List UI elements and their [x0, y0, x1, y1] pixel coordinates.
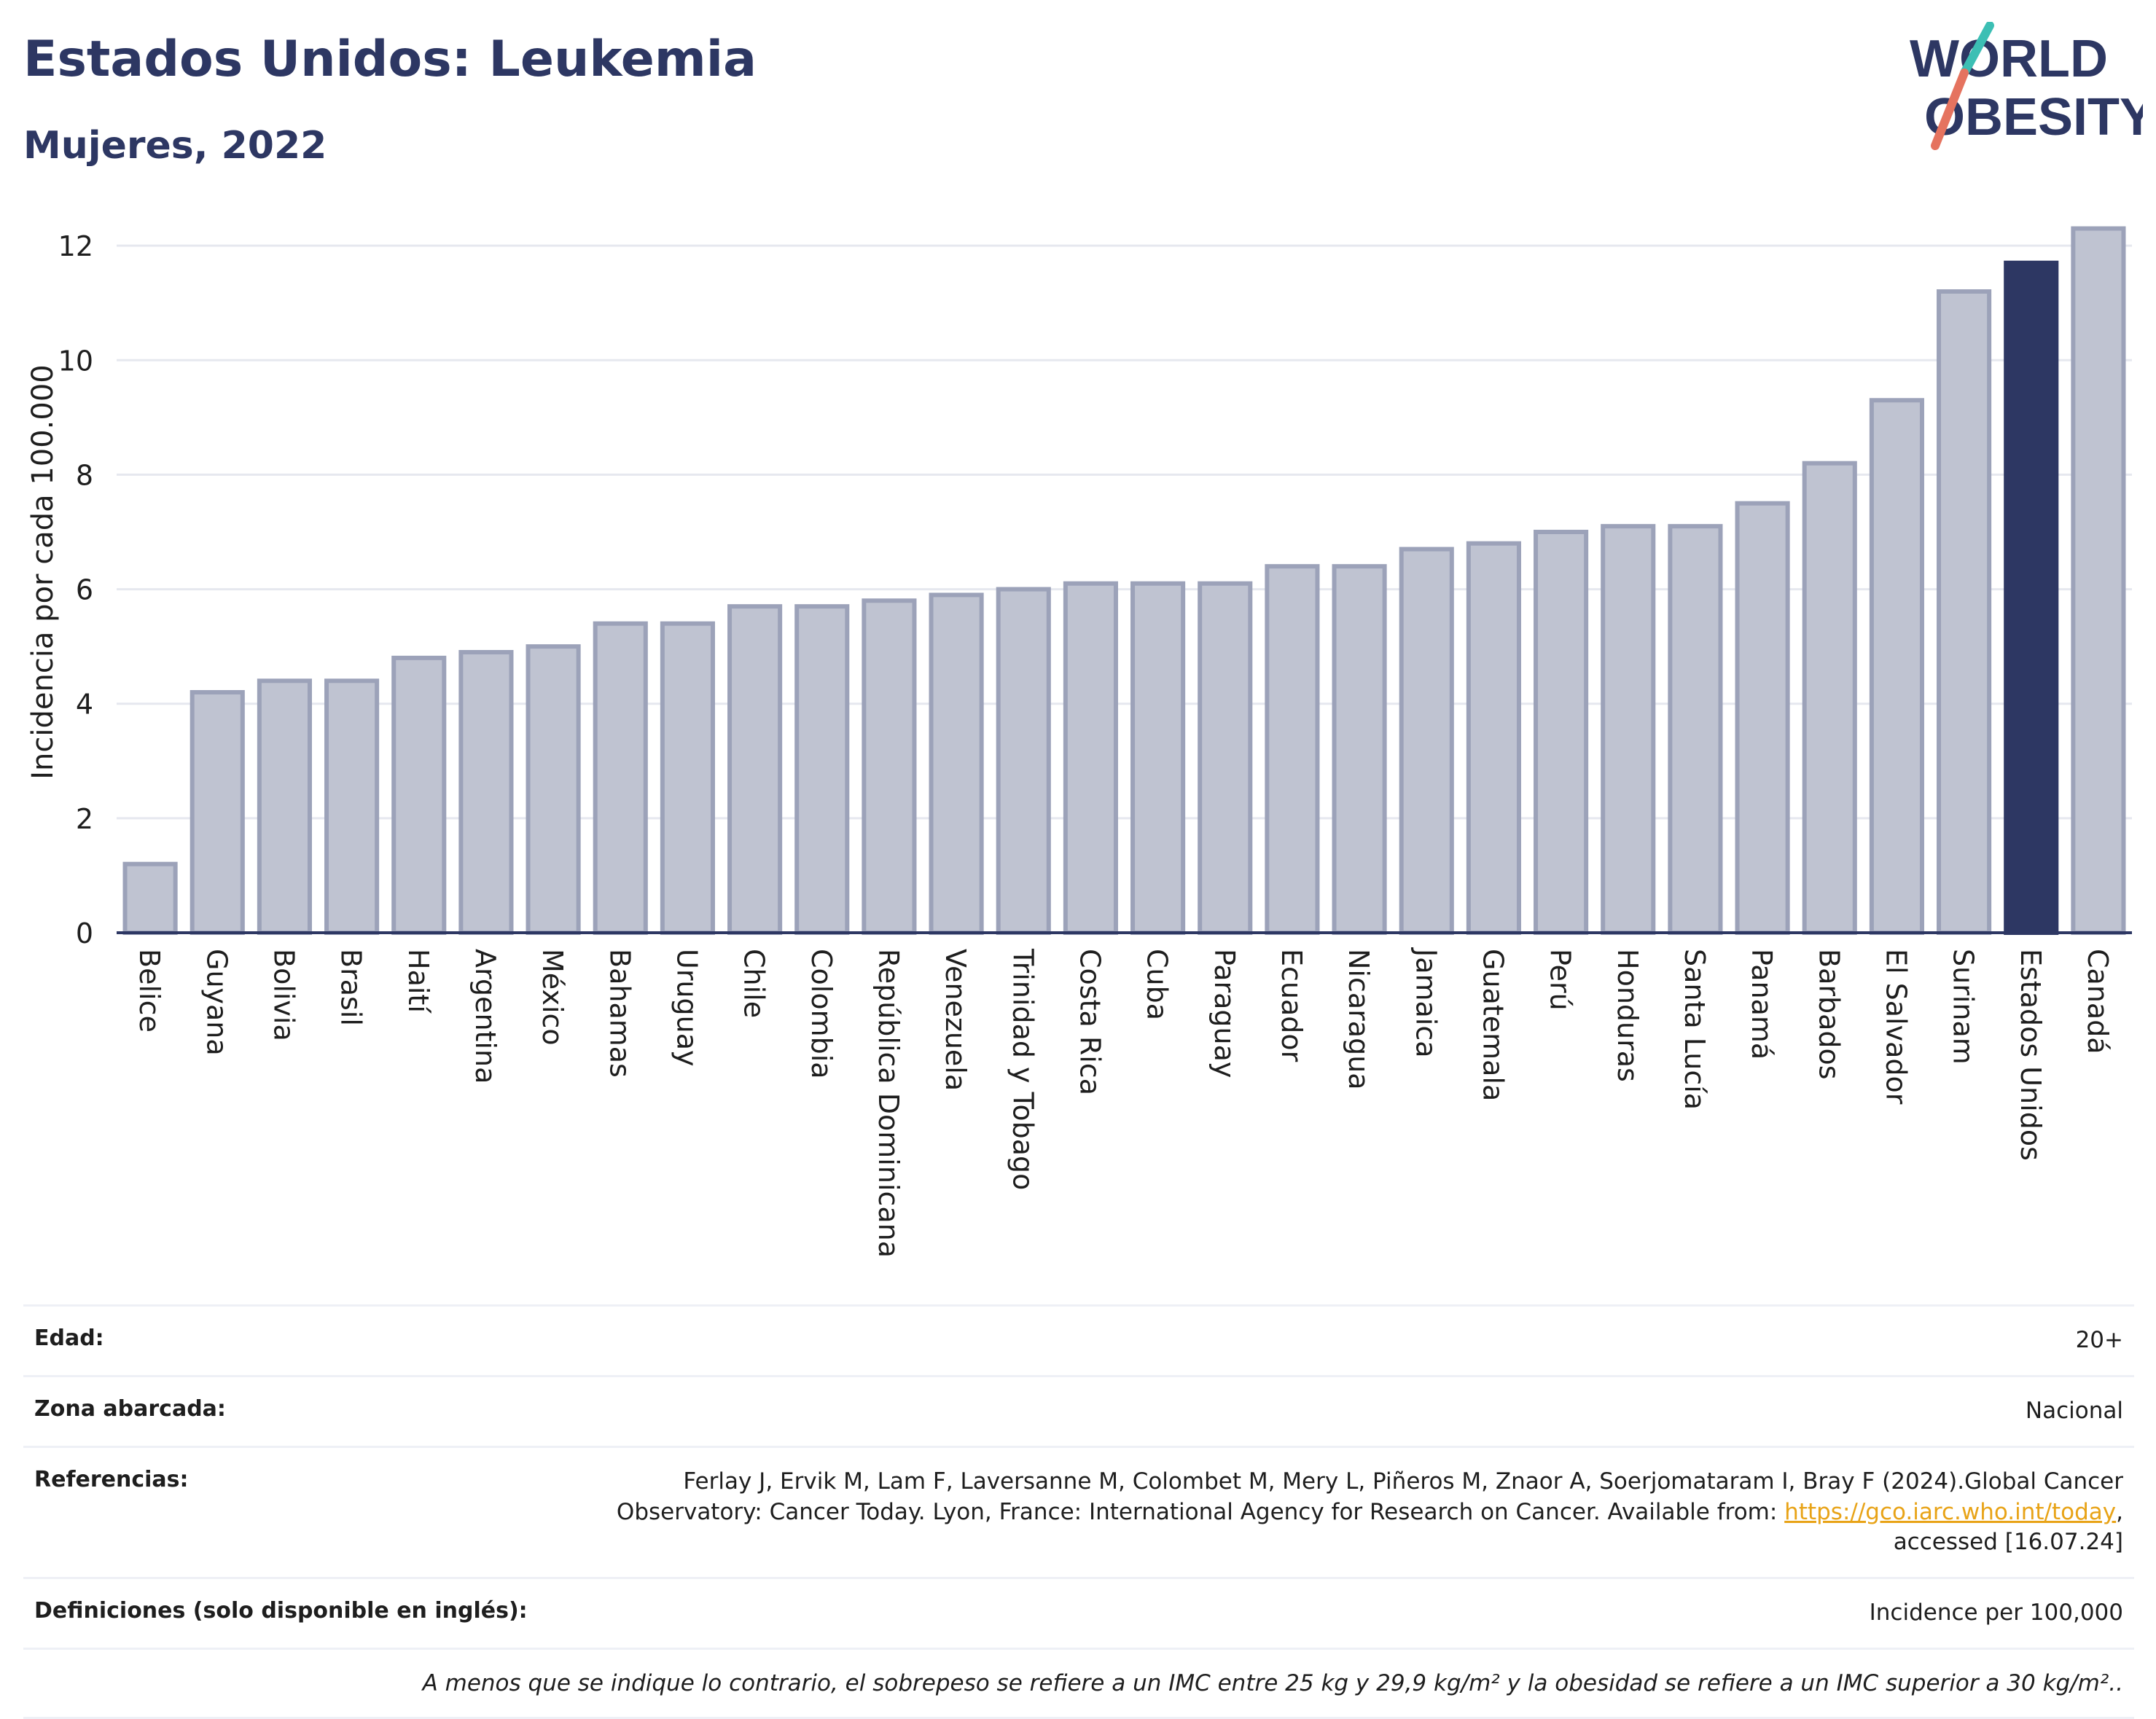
bar-17 — [1265, 564, 1320, 936]
info-row-age: Edad: 20+ — [23, 1304, 2134, 1375]
definitions-label: Definiciones (solo disponible en inglés)… — [34, 1598, 528, 1624]
x-tick-label: Bahamas — [604, 949, 636, 1078]
bar-12 — [929, 592, 984, 936]
bar-4 — [391, 655, 447, 935]
bars — [122, 226, 2126, 936]
logo-slash-teal — [1960, 22, 1994, 77]
bar-0 — [122, 861, 178, 936]
y-tick-label: 4 — [76, 689, 93, 721]
bar-22 — [1601, 524, 1656, 935]
references-text: Ferlay J, Ervik M, Lam F, Laversanne M, … — [616, 1468, 2123, 1525]
grid-lines — [117, 244, 2132, 820]
bar-19 — [1399, 547, 1454, 936]
bar-23 — [1668, 524, 1723, 935]
y-axis-label: Incidencia por cada 100.000 — [26, 364, 60, 780]
bar-14 — [1063, 581, 1118, 935]
x-tick-label: Honduras — [1612, 949, 1644, 1082]
x-tick-label: Surinam — [1948, 949, 1980, 1065]
info-row-references: Referencias: Ferlay J, Ervik M, Lam F, L… — [23, 1445, 2134, 1578]
bar-11 — [862, 598, 917, 935]
references-label: Referencias: — [34, 1466, 189, 1492]
x-tick-label: Chile — [738, 949, 770, 1018]
x-tick-label: Haití — [402, 949, 434, 1014]
y-tick-label: 0 — [76, 917, 93, 949]
x-tick-label: Cuba — [1141, 949, 1173, 1020]
bar-21 — [1534, 530, 1589, 935]
x-tick-label: Brasil — [335, 949, 367, 1026]
y-ticks: 0 2 4 6 8 10 12 — [58, 230, 93, 949]
bar-3 — [324, 678, 380, 935]
bar-18 — [1332, 564, 1387, 936]
x-tick-label: Costa Rica — [1074, 949, 1106, 1095]
x-tick-label: México — [536, 949, 569, 1046]
x-tick-label: Argentina — [469, 949, 501, 1084]
bar-8 — [660, 621, 715, 935]
x-tick-label: Belice — [133, 949, 165, 1033]
bar-20 — [1466, 541, 1521, 935]
x-tick-label: Estados Unidos — [2015, 949, 2047, 1161]
info-table: Edad: 20+ Zona abarcada: Nacional Refere… — [23, 1304, 2134, 1719]
y-tick-label: 12 — [58, 230, 93, 262]
logo-line2: OBESITY — [1924, 88, 2143, 146]
bar-5 — [458, 650, 514, 935]
references-accessed: , accessed [16.07.24] — [1893, 1498, 2123, 1556]
x-tick-labels: Belice Guyana Bolivia Brasil Haití Argentina M… — [133, 947, 2114, 1258]
x-tick-label: Guyana — [200, 949, 233, 1056]
bar-chart: 0 2 4 6 8 10 12 Belice Guyana Bolivia Brasil Haití… — [26, 226, 2132, 1258]
bar-27 — [1937, 289, 1992, 935]
bar-2 — [257, 678, 312, 935]
x-tick-label: Guatemala — [1477, 949, 1509, 1101]
footnote: A menos que se indique lo contrario, el … — [23, 1648, 2134, 1719]
x-tick-label: Jamaica — [1410, 947, 1442, 1058]
x-tick-label: República Dominicana — [872, 949, 905, 1258]
bar-10 — [794, 604, 850, 936]
bar-9 — [727, 604, 783, 936]
y-tick-label: 2 — [76, 803, 93, 835]
bar-7 — [593, 621, 648, 935]
x-tick-label: El Salvador — [1880, 949, 1912, 1105]
bar-1 — [190, 690, 245, 935]
x-tick-label: Santa Lucía — [1679, 949, 1711, 1110]
x-tick-label: Barbados — [1813, 949, 1845, 1080]
bar-16 — [1198, 581, 1253, 935]
world-obesity-logo: WORLD OBESITY — [1910, 22, 2143, 150]
x-tick-label: Trinidad y Tobago — [1007, 948, 1039, 1190]
bar-25 — [1802, 461, 1857, 935]
bar-24 — [1735, 501, 1790, 935]
y-tick-label: 8 — [76, 459, 93, 491]
y-tick-label: 6 — [76, 574, 93, 606]
x-tick-label: Venezuela — [940, 949, 972, 1091]
area-label: Zona abarcada: — [34, 1395, 226, 1422]
x-tick-label: Panamá — [1746, 949, 1778, 1060]
x-tick-label: Canadá — [2082, 949, 2114, 1054]
x-tick-label: Ecuador — [1276, 949, 1308, 1062]
logo-line1: WORLD — [1910, 30, 2108, 88]
references-link[interactable]: https://gco.iarc.who.int/today — [1784, 1498, 2117, 1525]
page-title: Estados Unidos: Leukemia — [23, 31, 757, 88]
area-value: Nacional — [2025, 1397, 2123, 1424]
age-label: Edad: — [34, 1326, 104, 1351]
bar-13 — [996, 587, 1051, 935]
bar-28 — [2004, 260, 2059, 935]
info-row-area: Zona abarcada: Nacional — [23, 1374, 2134, 1446]
logo-slash-coral — [1931, 68, 1969, 150]
definitions-value: Incidence per 100,000 — [1869, 1599, 2123, 1626]
page-subtitle: Mujeres, 2022 — [23, 124, 327, 168]
bar-26 — [1869, 398, 1924, 935]
bar-6 — [526, 644, 581, 936]
info-row-definitions: Definiciones (solo disponible en inglés)… — [23, 1577, 2134, 1648]
bar-29 — [2071, 226, 2126, 936]
y-tick-label: 10 — [58, 345, 93, 377]
x-tick-label: Uruguay — [671, 949, 703, 1067]
x-tick-label: Perú — [1544, 949, 1577, 1011]
x-tick-label: Bolivia — [267, 949, 300, 1041]
x-tick-label: Colombia — [805, 949, 837, 1079]
x-tick-label: Paraguay — [1208, 949, 1241, 1078]
references-value: Ferlay J, Ervik M, Lam F, Laversanne M, … — [593, 1467, 2123, 1559]
bar-15 — [1130, 581, 1186, 935]
age-value: 20+ — [2075, 1327, 2123, 1353]
x-tick-label: Nicaragua — [1343, 949, 1375, 1090]
